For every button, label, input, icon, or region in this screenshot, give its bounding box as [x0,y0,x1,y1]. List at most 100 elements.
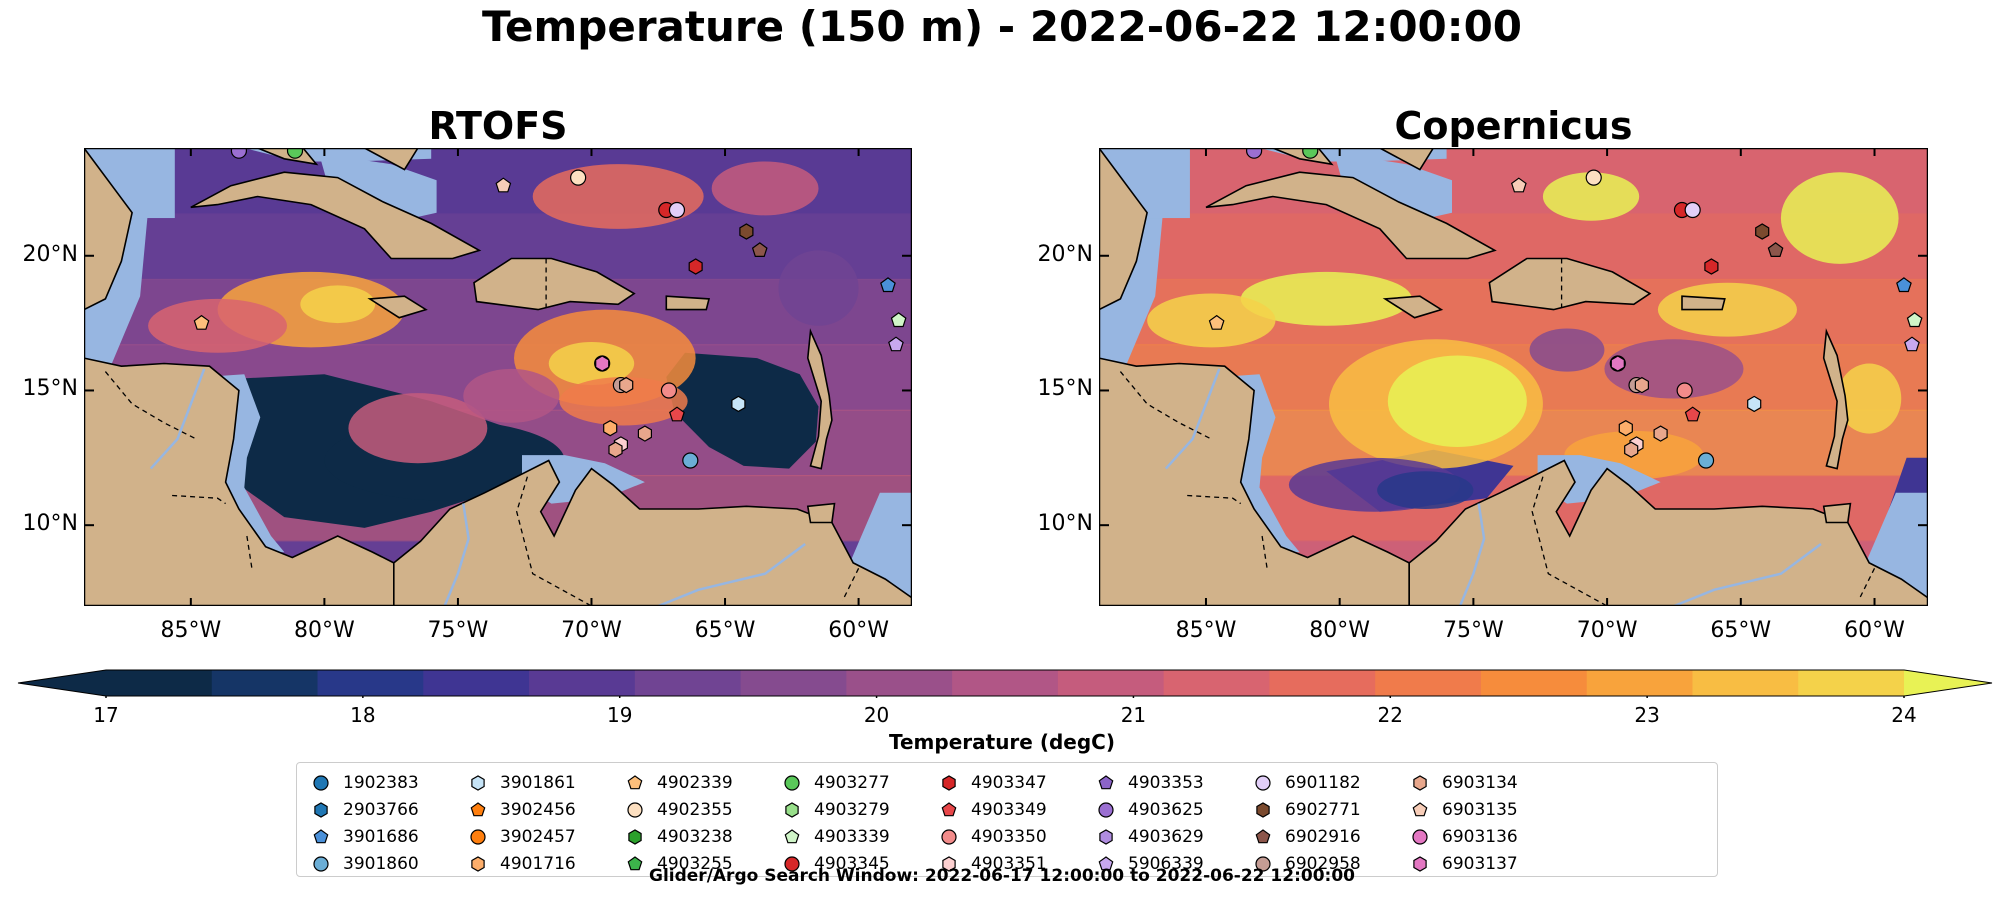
lon-tick-label: 75°W [427,618,489,643]
land-masses [1099,148,1928,606]
float-marker-4902339[interactable] [193,314,210,330]
float-marker-6903137[interactable] [1610,355,1625,372]
float-marker-6903134[interactable] [637,425,653,442]
legend-marker-hexagon [1256,801,1270,818]
float-marker-4903350[interactable] [1676,382,1693,399]
float-marker-6902916[interactable] [1767,242,1784,258]
legend-item: 4903349 [939,796,1096,823]
float-marker-4903625[interactable] [1246,148,1263,159]
float-marker-6901182[interactable] [1684,201,1701,219]
float-marker-6903135[interactable] [495,177,512,193]
legend-marker-pentagon [1255,828,1271,843]
legend-marker-circle [1255,774,1271,791]
land-trinidad [806,502,836,524]
lon-tick-label: 80°W [1309,618,1371,643]
float-marker-4902339[interactable] [1208,314,1225,330]
float-marker-4903349[interactable] [669,406,685,422]
float-marker-4903350[interactable] [660,382,678,399]
land-masses [84,148,912,606]
legend-label: 4903351 [971,853,1047,874]
legend-label: 4903345 [814,853,890,874]
colorbar-segment [1057,670,1165,696]
float-marker-4903625[interactable] [230,148,248,159]
legend-item: 5906339 [1096,850,1253,877]
float-marker-6902771[interactable] [1755,223,1770,240]
legend-item: 4903339 [782,823,939,850]
colorbar-segment [1798,670,1905,696]
float-marker-6903137[interactable] [595,355,610,372]
legend-marker-hexagon [942,855,956,872]
float-marker-4903277[interactable] [1302,148,1319,159]
float-marker-4903347[interactable] [688,258,703,275]
legend-label: 5906339 [1128,853,1204,874]
float-marker-4902355[interactable] [1585,169,1602,186]
legend-label: 6901182 [1285,772,1361,793]
float-marker-4902355[interactable] [570,169,587,186]
colorbar-segment [740,670,847,696]
legend-label: 4903238 [657,826,733,847]
legend-marker-circle [784,774,800,791]
legend-marker-pentagon [1412,801,1428,816]
float-markers [193,148,907,469]
legend-item: 4903279 [782,796,939,823]
legend-label: 4903255 [657,853,733,874]
float-marker-3901686[interactable] [1896,277,1912,293]
land-yucatan [1099,148,1148,311]
legend-label: 6903134 [1442,772,1518,793]
float-marker-4903339[interactable] [890,312,907,328]
land-puertorico [1681,295,1726,311]
colorbar-tick-label: 21 [1120,703,1147,727]
float-marker-6901182[interactable] [668,201,686,219]
float-marker-3901686[interactable] [880,277,896,293]
legend-item: 4903255 [625,850,782,877]
float-marker-3901860[interactable] [682,452,699,469]
colorbar-segment [317,670,424,696]
lon-tick-label: 70°W [561,618,622,643]
float-marker-5906339[interactable] [888,336,904,352]
float-marker-4903347[interactable] [1704,258,1719,275]
colorbar-segment [106,670,213,696]
legend-label: 2903766 [343,799,419,820]
float-marker-6903135[interactable] [1510,177,1527,193]
legend-marker-circle [941,828,957,845]
legend-label: 4903347 [971,772,1047,793]
float-marker-4903277[interactable] [286,148,304,159]
legend-label: 6903135 [1442,799,1518,820]
float-marker-4901716[interactable] [603,420,618,437]
legend-item: 6903136 [1410,823,1567,850]
figure-title: Temperature (150 m) - 2022-06-22 12:00:0… [481,2,1523,51]
float-marker-5906339[interactable] [1904,336,1920,352]
float-marker-3901860[interactable] [1697,452,1715,469]
panel-title-rtofs: RTOFS [428,104,568,148]
float-marker-4903349[interactable] [1684,406,1701,422]
float-marker-4903339[interactable] [1906,312,1923,328]
float-marker-6903134[interactable] [1634,376,1650,394]
lon-tick-label: 60°W [828,618,889,643]
float-marker-6902916[interactable] [751,242,768,258]
float-marker-6903134[interactable] [619,376,634,394]
temperature-field [1099,148,1928,606]
land-jamaica [367,295,428,319]
copernicus-map[interactable] [1099,148,1928,606]
float-marker-6903134[interactable] [1653,425,1668,442]
legend-label: 6902916 [1285,826,1361,847]
land-yucatan [84,148,133,311]
float-marker-6902771[interactable] [739,223,754,240]
search-window-note: Glider/Argo Search Window: 2022-06-17 12… [649,866,1355,886]
legend-marker-hexagon [1413,855,1427,872]
legend-item: 1902383 [311,769,468,796]
land-puertorico [665,295,711,311]
float-markers [1208,148,1923,469]
legend-marker-hexagon [471,774,485,791]
float-marker-3901861[interactable] [731,395,746,413]
float-marker-6903134[interactable] [608,441,623,458]
float-marker-6903134[interactable] [1624,441,1639,458]
lon-tick-label: 65°W [694,618,756,643]
legend-label: 6902771 [1285,799,1361,820]
float-marker-4901716[interactable] [1618,420,1633,437]
float-marker-3901861[interactable] [1747,395,1762,413]
legend-item: 4901716 [468,850,625,877]
legend-label: 4901716 [500,853,576,874]
rtofs-map[interactable] [84,148,912,606]
legend-marker-circle [1255,855,1271,872]
